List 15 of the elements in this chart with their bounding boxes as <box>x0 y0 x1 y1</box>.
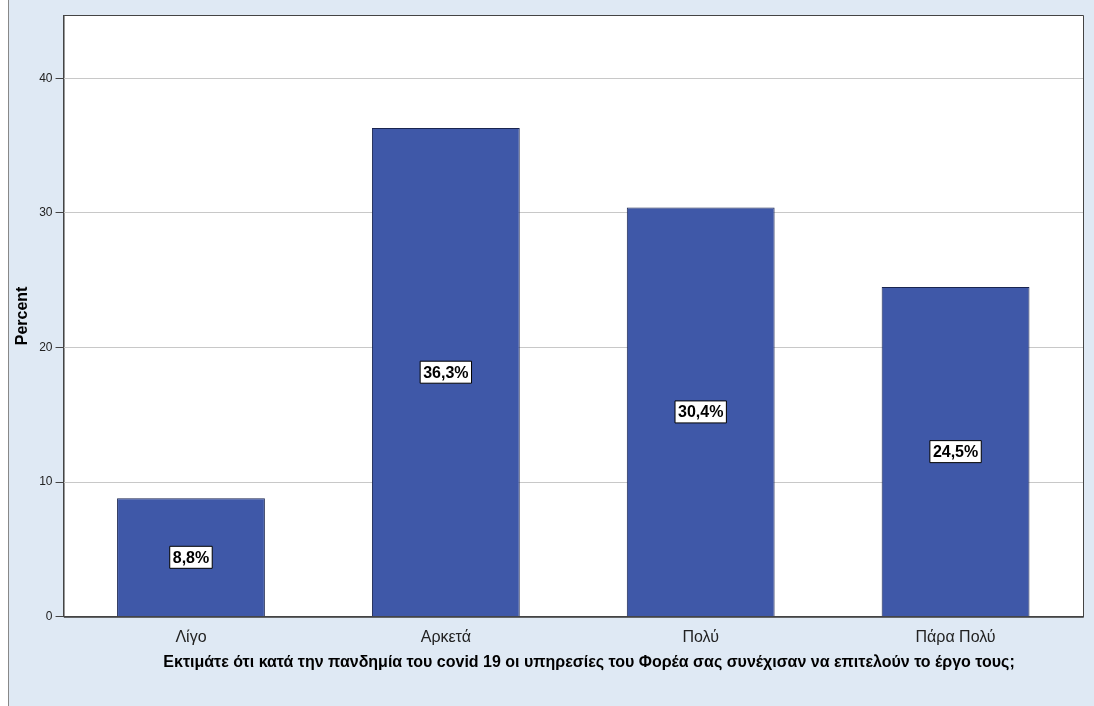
x-tick-label: Λίγο <box>175 627 207 645</box>
x-axis-title: Εκτιμάτε ότι κατά την πανδημία του covid 19 οι υπηρεσίες του Φορέα σας συνέχισαν να επιτελούν το έργο τους; <box>162 652 1016 671</box>
y-axis-title: Percent <box>13 285 31 346</box>
y-tick-label: 40 <box>39 70 53 85</box>
y-tick-label: 0 <box>45 609 53 624</box>
data-label: 24,5% <box>932 443 979 461</box>
x-tick-label: Αρκετά <box>420 627 471 645</box>
y-tick-label: 20 <box>39 339 53 354</box>
x-tick-label: Πολύ <box>682 627 719 645</box>
y-tick-label: 30 <box>39 205 53 220</box>
data-label: 36,3% <box>423 363 469 381</box>
x-tick-label: Πάρα Πολύ <box>915 627 996 645</box>
data-label: 30,4% <box>678 403 724 421</box>
y-tick-label: 10 <box>39 474 53 489</box>
data-label: 8,8% <box>172 548 210 566</box>
